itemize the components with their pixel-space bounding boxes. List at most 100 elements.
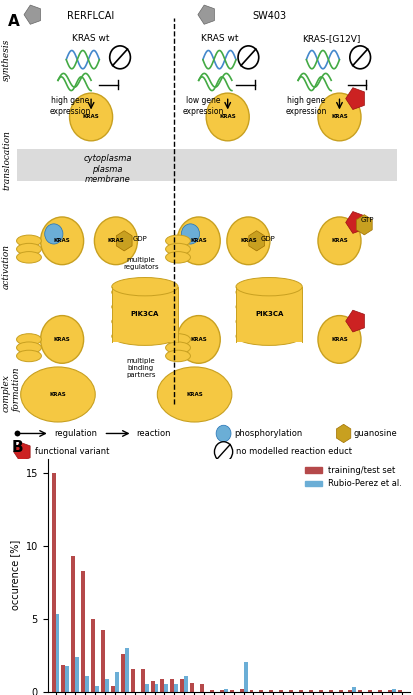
Text: plasma
membrane: plasma membrane [85, 165, 130, 184]
Ellipse shape [112, 283, 178, 302]
Text: GDP: GDP [132, 236, 147, 243]
Text: cytoplasma: cytoplasma [83, 154, 132, 163]
Bar [328, 690, 332, 692]
Text: functional variant: functional variant [35, 448, 109, 457]
Text: KRAS: KRAS [190, 238, 206, 243]
Ellipse shape [112, 297, 178, 316]
Legend: training/test set, Rubio-Perez et al.: training/test set, Rubio-Perez et al. [301, 463, 405, 491]
Ellipse shape [235, 297, 301, 316]
Bar [298, 690, 302, 692]
Text: low gene
expression: low gene expression [182, 97, 223, 116]
Circle shape [214, 442, 232, 462]
Text: KRAS-[G12V]: KRAS-[G12V] [301, 34, 360, 43]
Bar [377, 690, 381, 692]
Bar [259, 690, 263, 692]
Circle shape [45, 224, 63, 244]
Circle shape [317, 217, 360, 265]
Circle shape [317, 93, 360, 141]
Bar [95, 686, 99, 692]
Text: PIK3CA: PIK3CA [254, 311, 282, 317]
Bar [199, 685, 204, 692]
Ellipse shape [235, 312, 301, 331]
Ellipse shape [165, 235, 190, 247]
Circle shape [317, 316, 360, 363]
Bar [174, 685, 178, 692]
Text: B: B [12, 440, 23, 455]
Bar [91, 619, 95, 692]
Ellipse shape [17, 235, 41, 247]
Circle shape [94, 217, 137, 265]
Circle shape [40, 217, 83, 265]
Ellipse shape [165, 342, 190, 354]
Text: GDP: GDP [260, 236, 275, 243]
Bar [318, 690, 322, 692]
Bar [308, 690, 312, 692]
Ellipse shape [235, 327, 301, 345]
Bar [164, 685, 168, 692]
Bar [124, 648, 128, 692]
Bar [71, 556, 75, 692]
Ellipse shape [17, 252, 41, 263]
Text: KRAS: KRAS [54, 238, 70, 243]
Text: KRAS wt: KRAS wt [72, 34, 109, 43]
Text: high gene
expression: high gene expression [285, 97, 326, 116]
Text: KRAS: KRAS [330, 115, 347, 120]
FancyBboxPatch shape [235, 286, 301, 342]
Bar [387, 690, 391, 692]
Text: multiple
binding
partners: multiple binding partners [126, 358, 155, 378]
FancyBboxPatch shape [17, 149, 396, 181]
Text: KRAS: KRAS [50, 392, 66, 397]
Text: phosphorylation: phosphorylation [233, 429, 301, 438]
Bar [243, 662, 247, 692]
Bar [150, 680, 154, 692]
Circle shape [349, 46, 370, 69]
Ellipse shape [235, 277, 301, 296]
Bar [239, 689, 243, 692]
Bar [81, 571, 85, 692]
Bar [160, 679, 164, 692]
Text: translocation: translocation [2, 131, 11, 190]
Bar [170, 679, 174, 692]
Circle shape [226, 217, 269, 265]
Ellipse shape [165, 252, 190, 263]
Text: regulation: regulation [54, 429, 97, 438]
Bar [397, 690, 401, 692]
Ellipse shape [17, 342, 41, 354]
Text: RERFLCAI: RERFLCAI [67, 11, 114, 22]
Text: KRAS: KRAS [240, 238, 256, 243]
Bar [223, 689, 227, 692]
Bar [209, 690, 214, 692]
Bar [154, 685, 158, 692]
Bar [61, 664, 65, 692]
FancyBboxPatch shape [112, 286, 178, 342]
Ellipse shape [21, 367, 95, 422]
Text: KRAS: KRAS [107, 238, 124, 243]
Bar [358, 690, 361, 692]
Circle shape [181, 224, 199, 244]
Text: complex
formation: complex formation [2, 368, 21, 412]
Text: synthesis: synthesis [2, 38, 11, 81]
Text: GTP: GTP [359, 217, 373, 223]
Bar [219, 690, 223, 692]
Bar [180, 679, 184, 692]
Circle shape [206, 93, 249, 141]
Text: SW403: SW403 [252, 11, 285, 22]
Bar [229, 690, 233, 692]
Text: multiple
regulators: multiple regulators [123, 257, 158, 270]
Bar [52, 473, 55, 692]
Bar [348, 690, 351, 692]
Ellipse shape [17, 334, 41, 345]
Circle shape [69, 93, 112, 141]
Bar [101, 630, 105, 692]
Text: activation: activation [2, 243, 11, 288]
Bar [131, 669, 134, 692]
Bar [85, 676, 89, 692]
Ellipse shape [112, 327, 178, 345]
Bar [184, 676, 188, 692]
Bar [115, 672, 119, 692]
Text: KRAS: KRAS [83, 115, 99, 120]
Bar [351, 687, 356, 692]
Ellipse shape [165, 350, 190, 361]
Text: KRAS: KRAS [190, 337, 206, 342]
Bar [249, 690, 253, 692]
